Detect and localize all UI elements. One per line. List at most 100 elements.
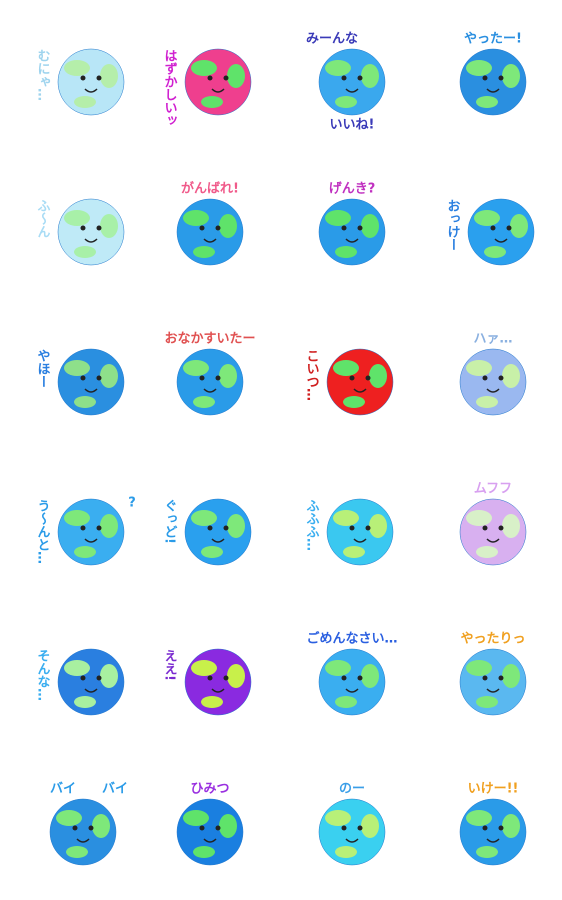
eye [215,825,221,831]
mouth [203,238,217,243]
eye [96,375,102,381]
eye [482,375,488,381]
sticker-text: がんばれ! [181,181,239,197]
continent [325,60,351,76]
continent [476,396,498,408]
sticker: ええ! [162,648,252,716]
continent [201,696,223,708]
sticker: おっけー [445,198,535,266]
eye [207,525,213,531]
sticker-text: ムフフ [474,482,512,497]
eye [199,225,205,231]
sticker-text: ハァ… [473,332,512,347]
eye [341,675,347,681]
continent [335,846,357,858]
eye [80,675,86,681]
eye [223,675,229,681]
eye [223,75,229,81]
continent [219,814,237,838]
eye [482,525,488,531]
eye [482,825,488,831]
sticker: そんな… [35,648,125,716]
sticker-text: ふふふ… [304,499,320,551]
continent [466,510,492,526]
continent [74,396,96,408]
mouth [211,88,225,93]
continent [335,96,357,108]
sticker-text: ごめんなさい… [306,631,397,647]
eye [506,225,512,231]
continent [335,246,357,258]
sticker-text: みーんな [306,32,358,47]
mouth [211,688,225,693]
continent [335,696,357,708]
continent [66,846,88,858]
continent [183,360,209,376]
sticker-text: う〜んと… [35,499,51,564]
sticker-text: ぐっど! [162,499,177,544]
continent [183,810,209,826]
mouth [345,688,359,693]
sticker: やほー [35,348,125,416]
continent [191,660,217,676]
eye [498,375,504,381]
sticker: がんばれ! [176,181,244,266]
sticker: ハァ… [459,332,527,416]
eye [80,75,86,81]
mouth [203,388,217,393]
sticker: ふ〜ん [35,198,125,266]
eye [341,75,347,81]
sticker: はずかしいッ [162,48,252,127]
continent [64,210,90,226]
continent [466,60,492,76]
sticker-text: のー [339,782,365,797]
continent [92,814,110,838]
mouth [345,838,359,843]
continent [191,510,217,526]
eye [96,525,102,531]
sticker-text: おなかすいたー [164,332,255,347]
sticker-text: そんな… [35,649,51,701]
continent [474,210,500,226]
eye [72,825,78,831]
mouth [211,538,225,543]
continent [193,246,215,258]
sticker: ふふふ… [304,498,394,566]
continent [100,214,118,238]
continent [183,210,209,226]
eye [498,75,504,81]
eye [490,225,496,231]
eye [498,525,504,531]
sticker: げんき? [318,181,386,266]
sticker-text: やほー [35,349,51,388]
mouth [486,838,500,843]
eye [349,375,355,381]
eye [215,375,221,381]
eye [207,75,213,81]
eye [357,825,363,831]
sticker-text: バイ [102,782,128,797]
sticker-text: ええ! [162,649,177,681]
mouth [76,838,90,843]
continent [100,64,118,88]
continent [201,96,223,108]
sticker: ひみつ [176,782,244,866]
sticker: こいつ… [304,348,394,416]
eye [199,825,205,831]
continent [476,546,498,558]
continent [64,60,90,76]
eye [365,375,371,381]
sticker-text: ? [128,496,136,511]
continent [369,364,387,388]
continent [361,814,379,838]
mouth [353,538,367,543]
continent [74,96,96,108]
mouth [84,388,98,393]
mouth [84,688,98,693]
eye [498,825,504,831]
continent [502,364,520,388]
continent [361,64,379,88]
sticker: う〜んと…? [35,496,136,566]
sticker-text: むにゃ… [35,49,50,101]
